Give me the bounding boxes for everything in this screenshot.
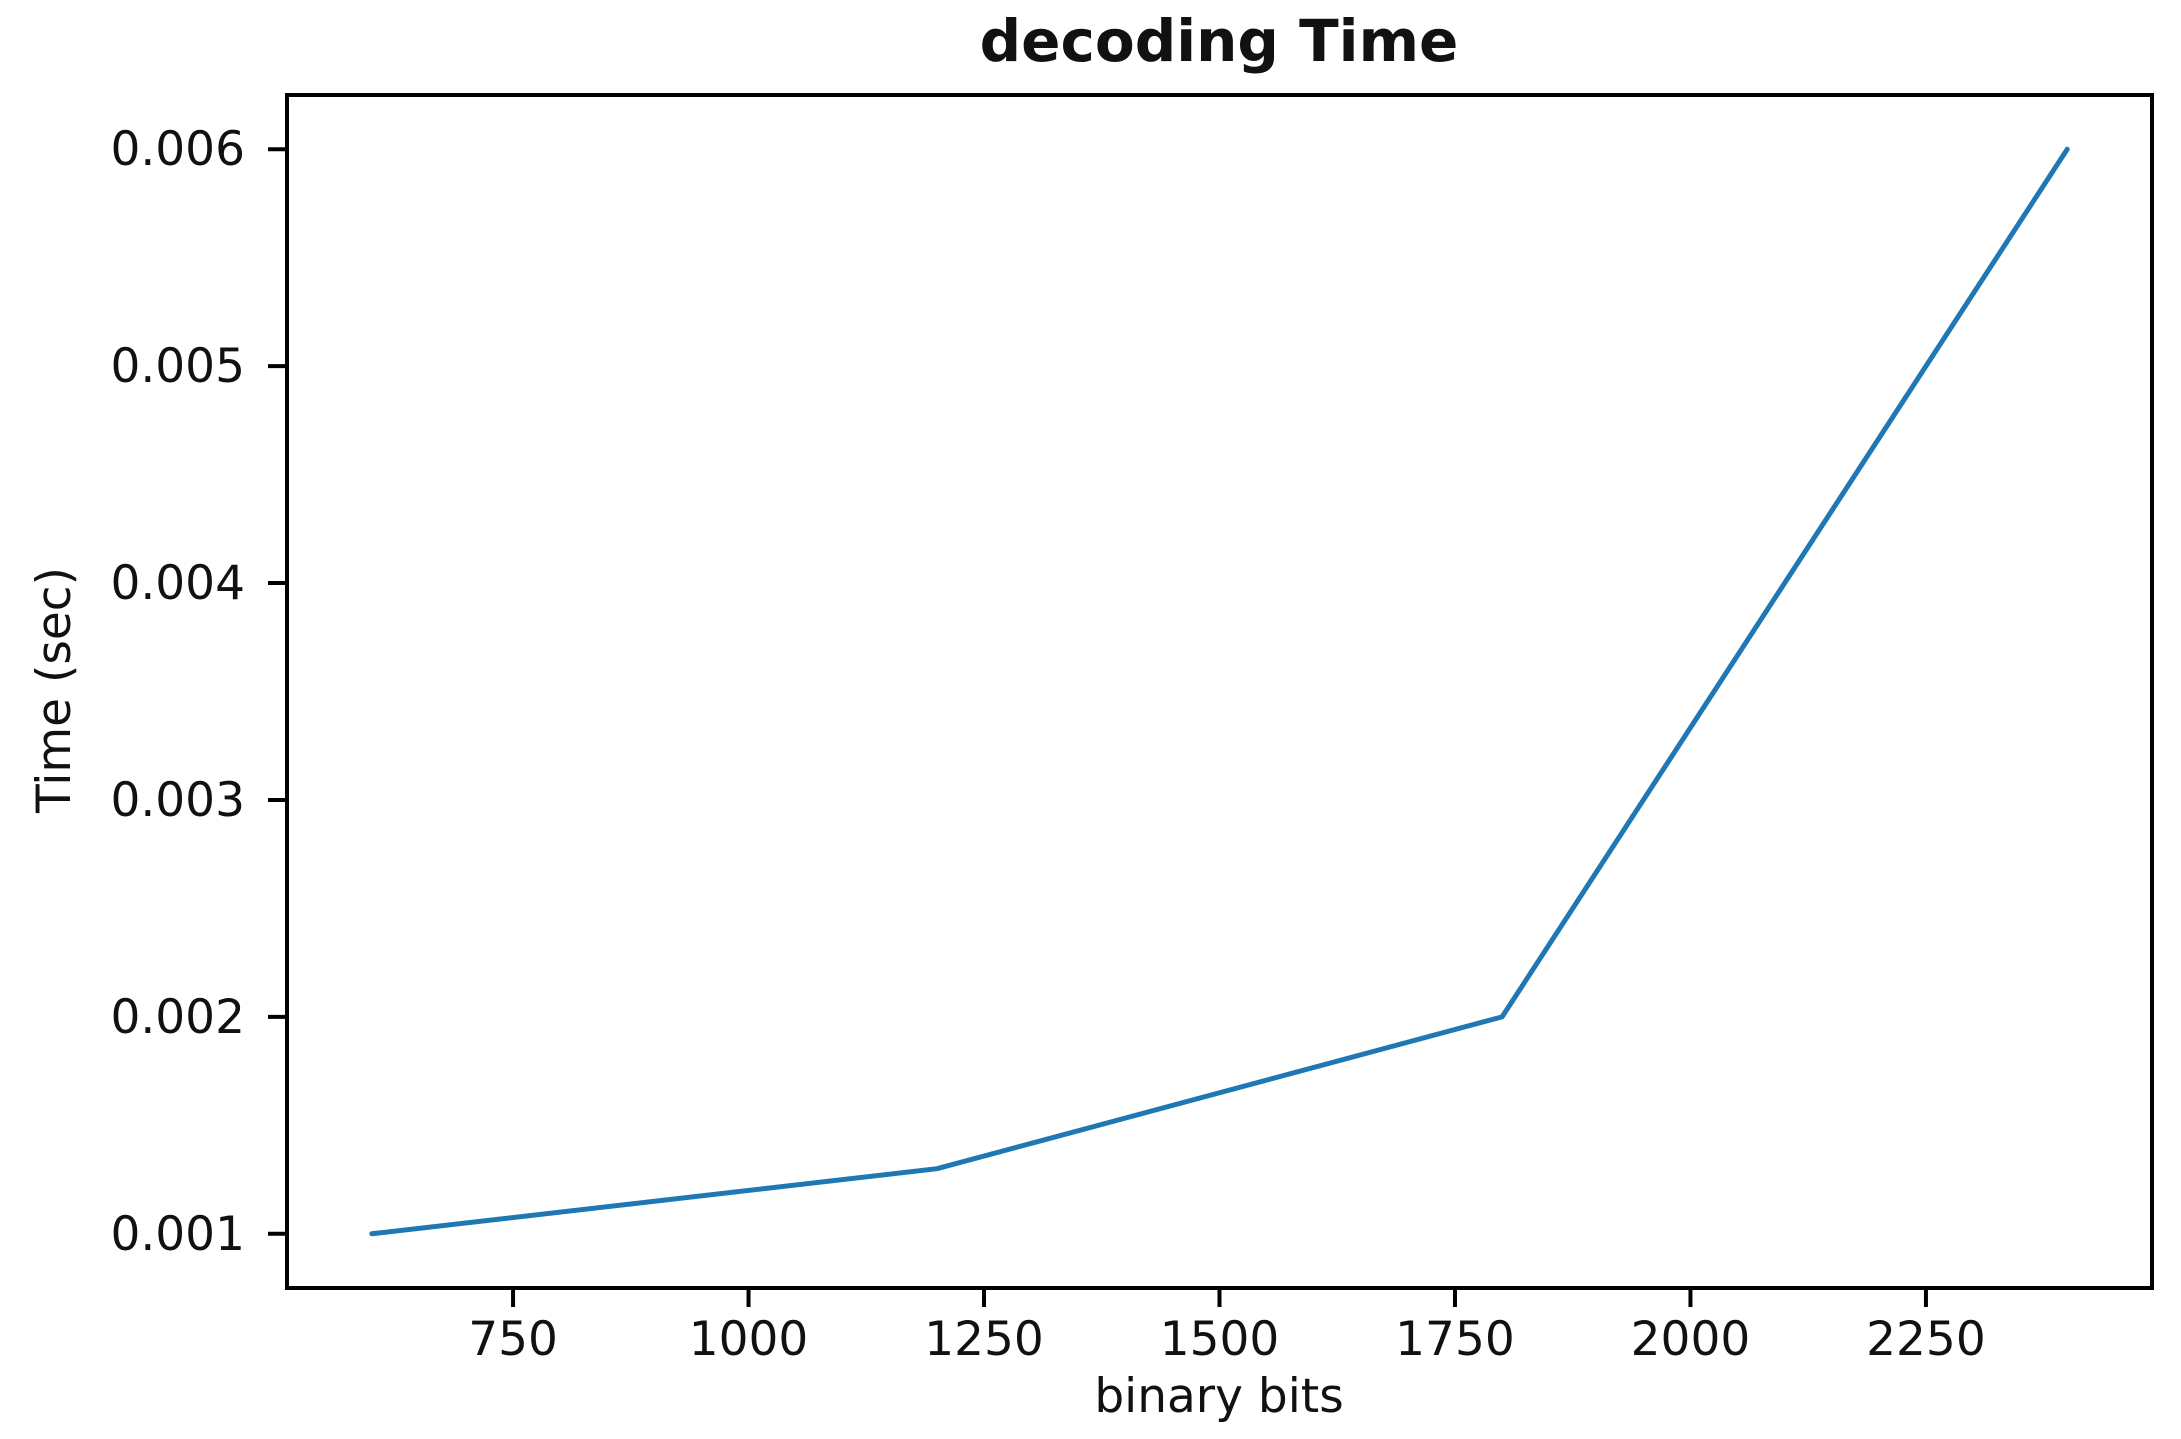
y-tick-label: 0.005 [110,339,245,394]
x-tick-label: 1500 [1160,1312,1280,1367]
data-line [369,146,2070,1237]
x-tick-label: 2250 [1866,1312,1986,1367]
y-tick-label: 0.004 [110,556,245,611]
x-tick-label: 2000 [1631,1312,1751,1367]
y-tick-label: 0.001 [110,1207,245,1262]
x-tick-label: 1250 [924,1312,1044,1367]
chart-title: decoding Time [980,7,1459,75]
x-axis-label: binary bits [1094,1369,1343,1424]
x-tick-label: 1750 [1395,1312,1515,1367]
x-tick-label: 750 [468,1312,558,1367]
y-tick-label: 0.002 [110,990,245,1045]
y-tick-label: 0.003 [110,773,245,828]
y-axis-label: Time (sec) [27,567,82,814]
x-tick-label: 1000 [689,1312,809,1367]
axes-frame [285,93,2154,1290]
y-tick-label: 0.006 [110,122,245,177]
plot-area: 750 1000 1250 1500 1750 2000 2250 0.001 0.002 0.0… [110,93,2154,1367]
